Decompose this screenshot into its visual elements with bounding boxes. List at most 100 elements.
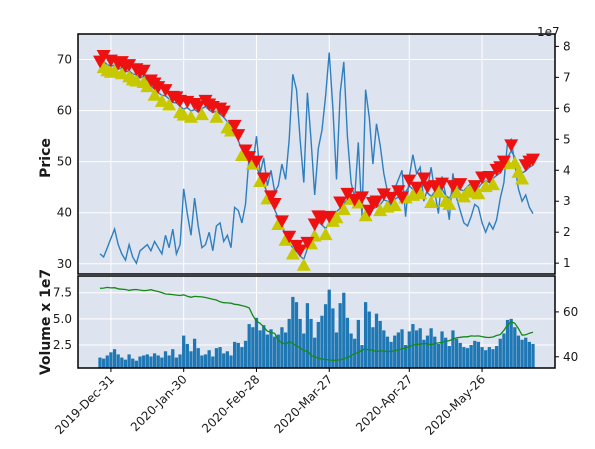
sell-signal-marker bbox=[526, 153, 540, 167]
sell-signal-marker bbox=[384, 191, 399, 205]
volume-bar bbox=[152, 353, 157, 368]
volume-bar bbox=[367, 311, 371, 368]
volume-bar bbox=[192, 338, 197, 368]
volume-y-tick-label: 2.5 bbox=[53, 338, 72, 352]
sell-signal-marker bbox=[496, 155, 511, 169]
buy-signal-marker bbox=[358, 208, 373, 222]
sell-signal-marker bbox=[322, 210, 337, 224]
volume-bar bbox=[182, 335, 186, 368]
volume-bar bbox=[425, 335, 430, 368]
right-y-tick-label: 7 bbox=[563, 70, 571, 84]
sell-signal-marker bbox=[191, 100, 206, 114]
volume-bar bbox=[516, 335, 521, 368]
volume-bar bbox=[294, 302, 299, 368]
volume-bar bbox=[262, 325, 266, 368]
volume-bar bbox=[287, 318, 291, 368]
buy-signal-marker bbox=[154, 94, 169, 107]
volume-bar bbox=[469, 345, 473, 368]
sell-signal-marker bbox=[267, 198, 282, 211]
volume-bar bbox=[320, 315, 324, 368]
volume-bar bbox=[411, 324, 415, 368]
volume-bar bbox=[160, 357, 164, 368]
sell-signal-marker bbox=[402, 174, 417, 188]
volume-bar bbox=[316, 322, 320, 368]
volume-bar bbox=[527, 341, 531, 368]
sell-signal-marker bbox=[264, 190, 279, 203]
volume-panel-frame bbox=[77, 275, 556, 369]
volume-bar bbox=[214, 348, 219, 368]
sell-signal-marker bbox=[482, 170, 497, 184]
buy-signal-marker bbox=[114, 66, 129, 80]
volume-bar bbox=[480, 347, 484, 368]
volume-bar bbox=[473, 340, 477, 368]
volume-bar bbox=[171, 349, 175, 368]
sell-signal-marker bbox=[158, 84, 173, 97]
volume-bar bbox=[334, 332, 339, 368]
right-y-tick-label: 5 bbox=[563, 132, 571, 146]
volume-bar bbox=[440, 331, 444, 368]
volume-panel: 2.5 5.0 7.5 40 60 bbox=[53, 275, 578, 369]
buy-signal-marker bbox=[431, 185, 446, 198]
buy-signal-marker bbox=[162, 97, 177, 111]
volume-bar bbox=[418, 328, 422, 368]
buy-signal-marker bbox=[413, 186, 428, 200]
volume-bar bbox=[273, 336, 277, 368]
sell-signal-marker bbox=[122, 59, 137, 72]
sell-signal-marker bbox=[369, 195, 384, 209]
buy-signal-marker bbox=[424, 195, 439, 208]
volume-bar bbox=[225, 351, 229, 368]
volume-bar bbox=[407, 331, 411, 368]
price-y-tick-label: 50 bbox=[57, 155, 72, 169]
sell-signal-marker bbox=[409, 181, 424, 195]
sell-signal-marker bbox=[453, 178, 468, 191]
sell-signal-marker bbox=[231, 129, 246, 142]
buy-signal-marker bbox=[373, 203, 388, 217]
volume-bar bbox=[109, 352, 113, 368]
volume-bar bbox=[454, 338, 459, 368]
volume-bar bbox=[276, 334, 280, 368]
volume-bar bbox=[356, 319, 360, 368]
volume-bar bbox=[465, 348, 470, 368]
buy-signal-marker bbox=[194, 107, 209, 121]
volume-bar bbox=[185, 343, 189, 368]
volume-bar bbox=[236, 342, 240, 368]
volume-bar bbox=[280, 327, 284, 368]
sell-signal-marker bbox=[340, 187, 355, 201]
volume-bar bbox=[149, 356, 153, 368]
buy-signal-marker bbox=[387, 198, 402, 212]
volume-bar bbox=[422, 339, 426, 368]
price-y-tick-label: 30 bbox=[57, 257, 72, 271]
sell-signal-marker bbox=[274, 215, 289, 229]
sell-signal-marker bbox=[435, 177, 450, 191]
right-y-tick-label: 4 bbox=[563, 163, 571, 177]
sell-signal-marker bbox=[467, 180, 482, 193]
right-y-tick-label: 2 bbox=[563, 225, 571, 239]
volume-bar bbox=[207, 350, 211, 368]
volume-right-series-line bbox=[99, 286, 534, 362]
sell-signal-marker bbox=[256, 172, 271, 186]
volume-bar bbox=[102, 358, 106, 368]
volume-bar bbox=[127, 354, 131, 368]
volume-bar bbox=[240, 347, 244, 368]
volume-bar bbox=[484, 350, 488, 368]
sell-signal-marker bbox=[395, 191, 410, 205]
sell-signal-marker bbox=[238, 144, 253, 158]
buy-signal-marker bbox=[296, 258, 311, 271]
volume-bar bbox=[269, 329, 273, 368]
volume-bar bbox=[134, 360, 139, 368]
volume-y-tick-label: 7.5 bbox=[53, 286, 72, 300]
volume-bar bbox=[298, 318, 302, 368]
volume-bar bbox=[531, 343, 535, 368]
sell-signal-marker bbox=[96, 49, 111, 63]
volume-bar bbox=[142, 355, 146, 368]
volume-bar bbox=[374, 313, 379, 368]
price-axis-label: Price bbox=[38, 138, 54, 178]
sell-signal-marker bbox=[333, 196, 348, 210]
price-y-tick-label: 60 bbox=[57, 104, 72, 118]
volume-bar bbox=[338, 303, 342, 368]
sell-signal-marker bbox=[136, 64, 151, 78]
buy-signal-marker bbox=[147, 88, 162, 101]
buy-signal-marker bbox=[234, 148, 249, 162]
